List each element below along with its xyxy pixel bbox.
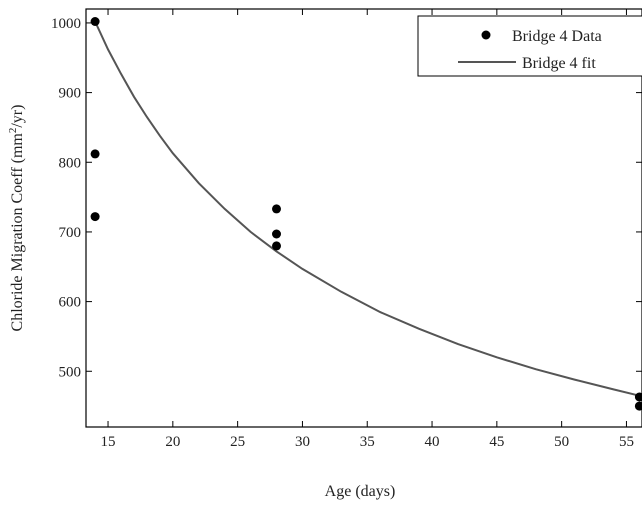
data-point — [272, 229, 281, 239]
data-point — [634, 401, 642, 411]
fit-layer — [94, 21, 642, 398]
x-tick-label: 50 — [554, 434, 569, 450]
data-point — [272, 241, 281, 251]
points-layer — [90, 17, 642, 411]
y-tick-label: 700 — [59, 225, 82, 241]
fit-line — [94, 21, 642, 398]
y-tick-label: 800 — [59, 155, 82, 171]
y-axis-label-prefix: Chloride Migration Coeff (mm — [9, 133, 26, 332]
x-axis-label: Age (days) — [325, 483, 396, 500]
data-point — [634, 392, 642, 402]
y-tick-label: 500 — [59, 364, 82, 380]
legend-label-line: Bridge 4 fit — [522, 55, 596, 72]
x-tick-label: 30 — [295, 434, 310, 450]
data-point — [90, 17, 100, 26]
y-tick-label: 900 — [59, 86, 82, 102]
x-tick-label: 25 — [230, 434, 245, 450]
data-point — [272, 204, 281, 214]
legend-marker-points — [481, 30, 491, 40]
data-point — [90, 149, 100, 159]
y-axis-label-sup: 2 — [7, 128, 19, 134]
legend-label-points: Bridge 4 Data — [512, 28, 602, 45]
ticks-layer: 15 20 25 30 35 40 45 50 55 500 600 700 800 900 1000 — [51, 9, 642, 450]
y-tick-label: 1000 — [51, 16, 81, 32]
y-axis-label: Chloride Migration Coeff (mm2/yr) — [7, 105, 26, 332]
x-tick-label: 20 — [165, 434, 180, 450]
plot-area — [86, 9, 642, 427]
data-point — [90, 212, 100, 222]
x-tick-label: 45 — [489, 434, 504, 450]
x-tick-label: 40 — [425, 434, 440, 450]
plot-frame — [85, 8, 642, 428]
legend-box — [417, 15, 642, 77]
x-tick-label: 35 — [360, 434, 375, 450]
x-tick-label: 55 — [619, 434, 634, 450]
legend: Bridge 4 Data Bridge 4 fit — [417, 15, 642, 77]
y-tick-label: 600 — [59, 295, 82, 311]
x-tick-label: 15 — [101, 434, 116, 450]
y-axis-label-suffix: /yr) — [9, 105, 26, 128]
